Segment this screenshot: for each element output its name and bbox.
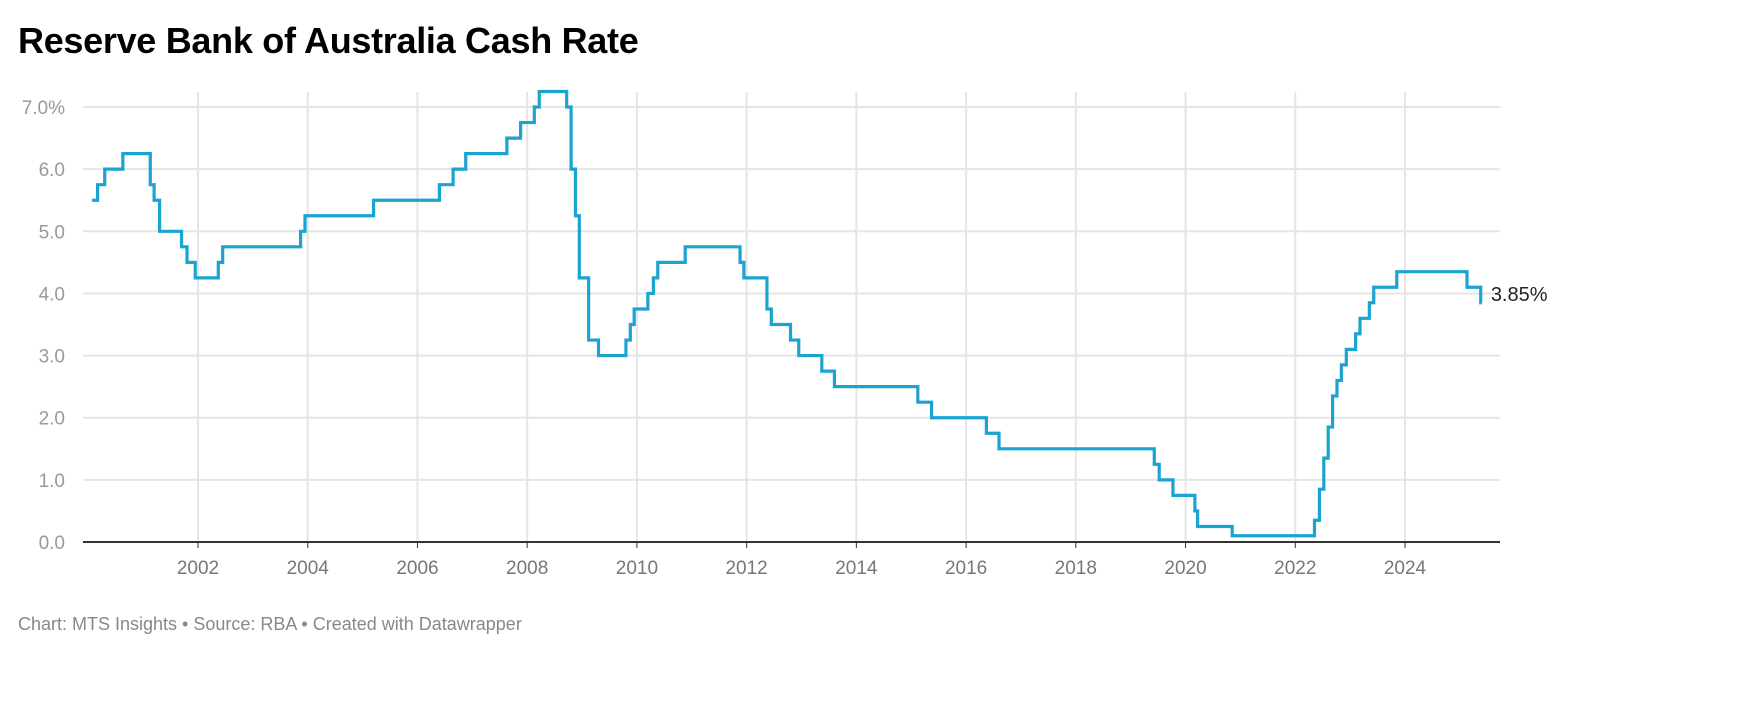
x-tick-label: 2002 <box>177 558 219 579</box>
x-tick-label: 2016 <box>945 558 987 579</box>
x-tick-label: 2004 <box>287 558 330 579</box>
x-tick-label: 2008 <box>506 558 548 579</box>
y-tick-label: 2.0 <box>39 409 65 430</box>
y-tick-label: 3.0 <box>39 347 65 368</box>
y-tick-label: 4.0 <box>39 284 65 305</box>
y-tick-label: 1.0 <box>39 471 65 492</box>
x-tick-label: 2012 <box>725 558 767 579</box>
x-tick-label: 2024 <box>1384 558 1427 579</box>
x-tick-label: 2022 <box>1274 558 1316 579</box>
chart-title: Reserve Bank of Australia Cash Rate <box>18 20 639 61</box>
grid <box>83 92 1500 543</box>
x-tick-label: 2006 <box>396 558 438 579</box>
x-tick-label: 2018 <box>1055 558 1097 579</box>
series-line-cash-rate <box>92 89 1483 538</box>
chart-footer: Chart: MTS Insights • Source: RBA • Crea… <box>18 614 522 634</box>
x-axis: 2002 2004 2006 2008 2010 2012 2014 2016 2018 2020… <box>177 542 1427 579</box>
y-tick-label: 7.0% <box>22 98 65 119</box>
y-axis: 0.0 1.0 2.0 3.0 4.0 5.0 6.0 7.0% <box>22 98 65 554</box>
x-tick-label: 2010 <box>616 558 658 579</box>
y-tick-label: 5.0 <box>39 222 65 243</box>
x-tick-label: 2020 <box>1164 558 1206 579</box>
series: 3.85% <box>92 89 1548 538</box>
x-tick-label: 2014 <box>835 558 878 579</box>
y-tick-label: 0.0 <box>39 533 65 554</box>
y-tick-label: 6.0 <box>39 160 65 181</box>
end-value-label: 3.85% <box>1491 284 1548 306</box>
